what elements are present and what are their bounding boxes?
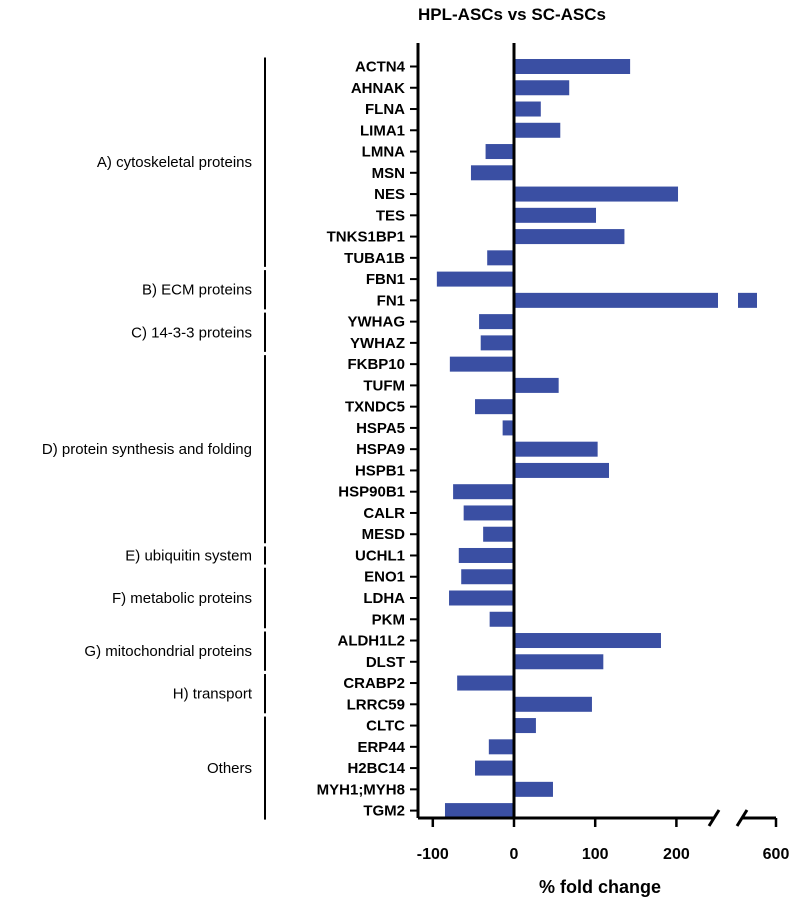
- group-label: C) 14-3-3 proteins: [131, 324, 252, 341]
- category-label: CRABP2: [343, 675, 405, 692]
- category-label: TUFM: [363, 377, 405, 394]
- bar-ahnak: [514, 80, 570, 96]
- bar-erp44: [488, 739, 514, 755]
- axis-break-mark: [707, 809, 721, 827]
- category-label: ALDH1L2: [337, 633, 405, 650]
- bar-cltc: [514, 718, 536, 734]
- category-label: ENO1: [364, 569, 405, 586]
- x-axis-ticks: -100 0 100 200 600: [417, 818, 790, 863]
- bar-crabp2: [457, 675, 514, 691]
- bar-mesd: [483, 526, 514, 542]
- category-label: YWHAZ: [350, 335, 405, 352]
- group-label: B) ECM proteins: [142, 282, 252, 299]
- x-tick-label: 200: [663, 846, 690, 863]
- x-tick-label: 0: [510, 846, 519, 863]
- bar-hspb1: [514, 462, 610, 478]
- category-label: PKM: [372, 611, 405, 628]
- x-tick-label: 600: [763, 846, 790, 863]
- group-label: A) cytoskeletal proteins: [97, 154, 252, 171]
- bar-nes: [514, 186, 679, 202]
- bar-lrrc59: [514, 696, 592, 712]
- bar-fkbp10: [449, 356, 514, 372]
- group-brackets: A) cytoskeletal proteins B) ECM proteins C…: [42, 57, 266, 820]
- category-label: FN1: [377, 292, 405, 309]
- category-label: HSPA5: [356, 420, 405, 437]
- bar-hspa5: [502, 420, 514, 436]
- group-label: H) transport: [173, 686, 253, 703]
- category-label: FBN1: [366, 271, 405, 288]
- axis-break-mark: [735, 809, 749, 827]
- bar-lmna: [485, 144, 514, 160]
- category-label: TUBA1B: [344, 250, 405, 267]
- bar-tes: [514, 207, 597, 223]
- group-label: G) mitochondrial proteins: [84, 643, 252, 660]
- category-label: ERP44: [357, 739, 405, 756]
- category-label: LIMA1: [360, 122, 405, 139]
- category-label: UCHL1: [355, 547, 405, 564]
- category-label: DLST: [366, 654, 405, 671]
- group-label: D) protein synthesis and folding: [42, 441, 252, 458]
- category-label: H2BC14: [347, 760, 405, 777]
- category-label: AHNAK: [351, 80, 405, 97]
- bar-myh1-myh8: [514, 781, 553, 797]
- x-axis-label: % fold change: [539, 877, 661, 897]
- bar-txndc5: [475, 399, 514, 415]
- category-label: TNKS1BP1: [327, 229, 405, 246]
- category-label: ACTN4: [355, 59, 406, 76]
- bars: [436, 59, 757, 819]
- category-label: CLTC: [366, 718, 405, 735]
- bar-msn: [470, 165, 514, 181]
- category-label: HSPA9: [356, 441, 405, 458]
- category-labels: ACTN4 AHNAK FLNA LIMA1 LMNA MSN NES TES TNKS1BP1…: [317, 59, 406, 820]
- bar-hsp90b1: [453, 484, 514, 500]
- bar-uchl1: [458, 547, 514, 563]
- group-label: E) ubiquitin system: [125, 547, 252, 564]
- category-label: FLNA: [365, 101, 405, 118]
- bar-tnks1bp1: [514, 229, 625, 245]
- bar-ywhag: [479, 314, 514, 330]
- group-label: F) metabolic proteins: [112, 590, 252, 607]
- bar-eno1: [461, 569, 514, 585]
- bar-tuba1b: [487, 250, 514, 266]
- bar-tgm2: [444, 803, 514, 819]
- bar-ywhaz: [480, 335, 514, 351]
- group-label: Others: [207, 760, 252, 777]
- bar-ldha: [449, 590, 514, 606]
- category-label: FKBP10: [347, 356, 405, 373]
- category-label: HSP90B1: [338, 484, 405, 501]
- category-label: NES: [374, 186, 405, 203]
- bar-tufm: [514, 377, 559, 393]
- x-tick-label: -100: [417, 846, 449, 863]
- bar-hspa9: [514, 441, 598, 457]
- x-tick-label: 100: [582, 846, 609, 863]
- category-label: TES: [376, 207, 405, 224]
- bar-flna: [514, 101, 541, 117]
- bar-h2bc14: [475, 760, 514, 776]
- category-label: HSPB1: [355, 462, 405, 479]
- axes: [410, 43, 776, 827]
- bar-actn4: [514, 59, 631, 74]
- bar-calr: [463, 505, 514, 521]
- chart-title: HPL-ASCs vs SC-ASCs: [418, 5, 606, 24]
- bar-aldh1l2: [514, 633, 661, 649]
- category-label: YWHAG: [348, 314, 406, 331]
- bar-pkm: [489, 611, 514, 627]
- category-label: MYH1;MYH8: [317, 781, 405, 798]
- category-label: MSN: [372, 165, 405, 182]
- bar-lima1: [514, 122, 561, 138]
- category-label: LDHA: [363, 590, 405, 607]
- bar-fbn1: [436, 271, 514, 287]
- category-label: TXNDC5: [345, 399, 405, 416]
- bar-dlst: [514, 654, 604, 670]
- category-label: CALR: [363, 505, 405, 522]
- category-label: LRRC59: [347, 696, 405, 713]
- category-label: TGM2: [363, 803, 405, 820]
- bar-fn1: [514, 292, 718, 308]
- bar-fn1-broken-segment: [738, 292, 757, 308]
- category-label: MESD: [362, 526, 406, 543]
- category-label: LMNA: [362, 144, 405, 161]
